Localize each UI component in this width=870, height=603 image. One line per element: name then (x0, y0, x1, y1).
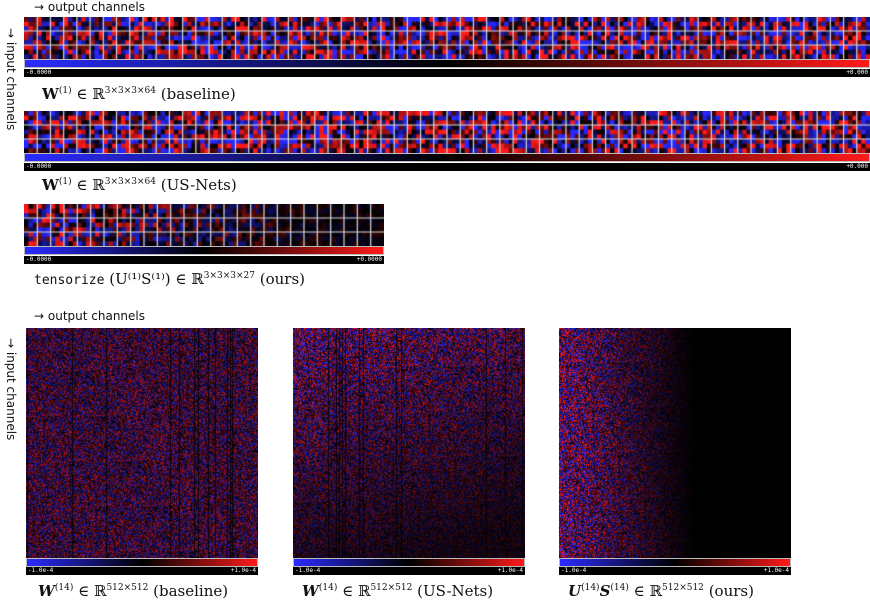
weight-heatmap (26, 328, 258, 558)
colorbar-min: -1.0e-4 (28, 567, 54, 574)
output-channels-label-bottom: → output channels (34, 309, 145, 323)
colorbar-max: +1.0e-4 (497, 567, 523, 574)
caption-conv1-usnets: W(1) ∈ ℝ3×3×3×64 (US-Nets) (42, 176, 237, 194)
input-channels-label-bottom: → input channels (4, 338, 18, 441)
colorbar (559, 558, 791, 567)
weight-heatmap (24, 204, 384, 246)
conv1-ours-weights (24, 204, 384, 246)
colorbar-min: -0.0000 (26, 69, 52, 76)
weight-heatmap (559, 328, 791, 558)
caption-conv1-baseline: W(1) ∈ ℝ3×3×3×64 (baseline) (42, 85, 236, 103)
colorbar-max: +0.000 (846, 69, 868, 76)
caption-layer14-ours: U(14)S(14) ∈ ℝ512×512 (ours) (568, 582, 754, 600)
colorbar-min: -1.0e-4 (561, 567, 587, 574)
output-channels-label-top: → output channels (34, 0, 145, 14)
colorbar-max: +1.0e-4 (763, 567, 789, 574)
colorbar-min: -1.0e-4 (295, 567, 321, 574)
weight-heatmap (24, 17, 870, 59)
colorbar (24, 153, 870, 162)
colorbar-max: +0.000 (846, 163, 868, 170)
colorbar (24, 59, 870, 68)
colorbar-labels: -0.0000 +0.0000 (24, 256, 384, 264)
layer14-ours-weights (559, 328, 791, 558)
colorbar (26, 558, 258, 567)
caption-layer14-usnets: W(14) ∈ ℝ512×512 (US-Nets) (302, 582, 494, 600)
layer14-baseline-weights (26, 328, 258, 558)
colorbar-min: -0.0000 (26, 256, 52, 263)
conv1-baseline-weights (24, 17, 870, 59)
input-channels-label-top: → input channels (4, 28, 18, 131)
colorbar-labels: -1.0e-4 +1.0e-4 (26, 567, 258, 575)
colorbar-labels: -1.0e-4 +1.0e-4 (293, 567, 525, 575)
layer14-usnets-weights (293, 328, 525, 558)
colorbar-max: +0.0000 (356, 256, 382, 263)
conv1-usnets-weights (24, 111, 870, 153)
caption-conv1-ours: tensorize (U⁽¹⁾S⁽¹⁾) ∈ ℝ3×3×3×27 (ours) (34, 270, 306, 288)
weight-heatmap (24, 111, 870, 153)
colorbar-labels: -0.0000 +0.000 (24, 69, 870, 77)
colorbar-labels: -0.0000 +0.000 (24, 163, 870, 171)
colorbar-labels: -1.0e-4 +1.0e-4 (559, 567, 791, 575)
weight-heatmap (293, 328, 525, 558)
colorbar-min: -0.0000 (26, 163, 52, 170)
colorbar (24, 246, 384, 255)
colorbar (293, 558, 525, 567)
colorbar-max: +1.0e-4 (230, 567, 256, 574)
caption-layer14-baseline: W(14) ∈ ℝ512×512 (baseline) (38, 582, 229, 600)
